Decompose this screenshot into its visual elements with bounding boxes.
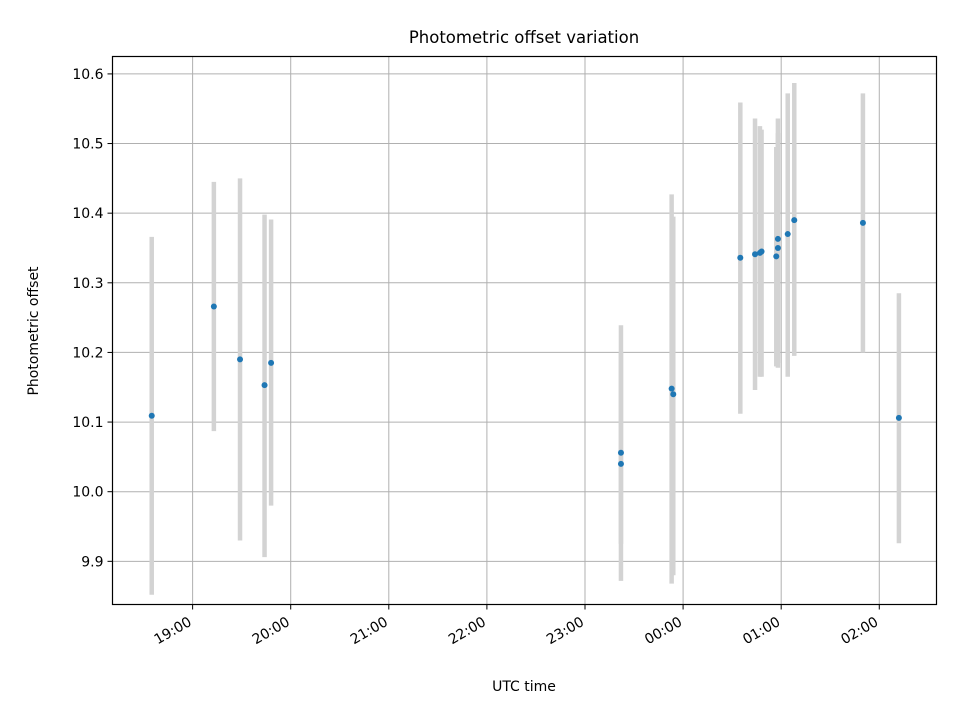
data-point <box>617 449 624 456</box>
data-point <box>774 235 781 242</box>
data-point <box>261 382 268 389</box>
y-tick-label: 10.2 <box>72 345 103 361</box>
x-axis-label: UTC time <box>492 679 556 695</box>
data-point <box>774 244 781 251</box>
data-point <box>752 251 759 258</box>
data-point <box>670 391 677 398</box>
data-point <box>237 356 244 363</box>
y-tick-label: 10.5 <box>72 137 103 153</box>
data-point <box>791 217 798 224</box>
data-point <box>895 414 902 421</box>
data-point <box>859 219 866 226</box>
data-point <box>268 359 275 366</box>
grid <box>112 56 937 605</box>
plot-frame <box>111 55 938 606</box>
data-point <box>210 303 217 310</box>
y-tick-label: 10.6 <box>72 67 103 83</box>
y-tick-label: 10.0 <box>72 485 103 501</box>
y-axis-ticks: 9.9 10.0 10.1 10.2 10.3 10.4 10.5 10.6 <box>72 67 113 570</box>
data-point <box>758 248 765 255</box>
y-tick-label: 10.4 <box>72 206 103 222</box>
data-point <box>617 460 624 467</box>
data-point <box>737 254 744 261</box>
y-tick-label: 9.9 <box>81 554 103 570</box>
y-tick-label: 10.3 <box>72 276 103 292</box>
chart-title: Photometric offset variation <box>409 28 639 47</box>
data-point <box>668 385 675 392</box>
data-point <box>148 412 155 419</box>
data-point <box>773 253 780 260</box>
y-axis-label: Photometric offset <box>26 266 42 396</box>
y-tick-label: 10.1 <box>72 415 103 431</box>
data-point <box>784 231 791 238</box>
data-points <box>148 217 902 467</box>
